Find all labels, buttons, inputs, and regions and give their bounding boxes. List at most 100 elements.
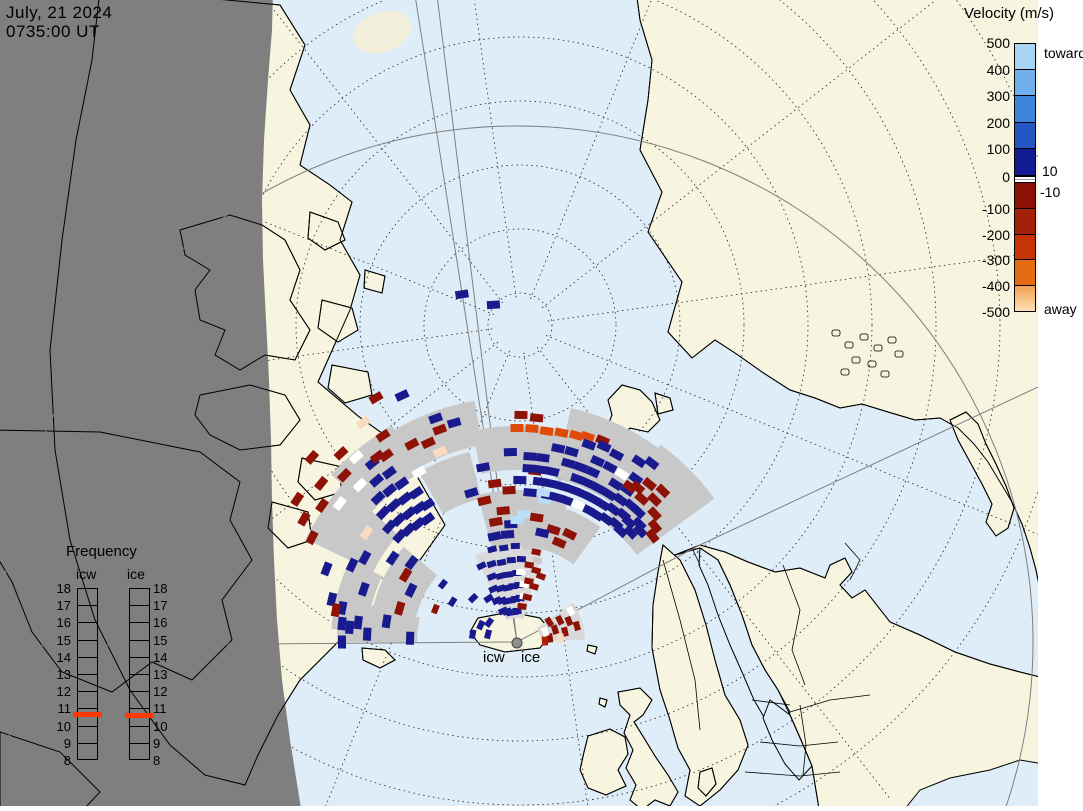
velocity-cell xyxy=(352,477,368,493)
velocity-cell xyxy=(551,536,567,549)
velocity-cell xyxy=(337,616,347,631)
landmass xyxy=(361,647,396,669)
small-island xyxy=(840,368,850,376)
colorbar-box-away xyxy=(1014,286,1036,312)
velocity-cell xyxy=(464,487,479,499)
velocity-cell xyxy=(565,605,576,617)
colorbar-threshold-band xyxy=(1014,175,1036,183)
velocity-cell xyxy=(386,497,402,513)
velocity-cell xyxy=(557,469,573,481)
frequency-bar-cell xyxy=(78,641,97,658)
velocity-cell xyxy=(357,581,370,597)
velocity-cell xyxy=(554,427,569,438)
velocity-cell xyxy=(353,615,363,630)
frequency-scale-label-right: 13 xyxy=(153,667,168,682)
velocity-cell xyxy=(503,570,514,579)
velocity-cell xyxy=(562,527,578,541)
velocity-cell xyxy=(591,481,607,495)
velocity-cell xyxy=(532,476,547,487)
velocity-cell xyxy=(534,464,549,475)
map-viewport: July, 21 2024 0735:00 UT Frequency icw i… xyxy=(0,0,1038,806)
velocity-cell xyxy=(359,525,374,541)
small-island xyxy=(894,350,904,358)
velocity-cell xyxy=(510,542,520,550)
latitude-circle xyxy=(103,0,937,742)
velocity-cell xyxy=(623,524,639,540)
velocity-cell xyxy=(529,512,544,523)
velocity-cell xyxy=(332,495,347,512)
velocity-cell xyxy=(523,577,534,585)
velocity-cell xyxy=(550,443,566,454)
velocity-cell xyxy=(522,463,536,473)
frequency-bar-cell xyxy=(130,623,149,641)
velocity-cell xyxy=(488,516,503,527)
coastline xyxy=(586,644,598,655)
velocity-cell xyxy=(290,491,305,507)
country-border xyxy=(789,694,871,713)
pale-island-layer xyxy=(352,10,412,54)
velocity-cell xyxy=(297,511,311,527)
frequency-bar-cell xyxy=(78,727,97,744)
colorbar-box-away xyxy=(1014,234,1036,261)
velocity-cell xyxy=(345,557,359,573)
velocity-cell xyxy=(531,548,542,556)
velocity-cell xyxy=(532,556,543,565)
frequency-scale-label-left: 15 xyxy=(56,632,71,648)
frequency-bar-cell xyxy=(78,623,97,641)
velocity-cell xyxy=(326,592,338,607)
frequency-column-label-icw: icw xyxy=(76,566,97,582)
velocity-cell xyxy=(539,426,554,436)
velocity-cell xyxy=(644,455,660,471)
velocity-cell xyxy=(378,448,394,463)
sea-inlet xyxy=(906,759,1038,806)
velocity-cell xyxy=(633,523,648,539)
frequency-bar-cell xyxy=(130,727,149,744)
velocity-cell xyxy=(381,614,392,629)
velocity-cell xyxy=(398,567,413,583)
velocity-cell xyxy=(447,596,458,608)
velocity-cell xyxy=(486,300,501,310)
radar-site-marker xyxy=(511,637,523,649)
frequency-scale-label-left: 16 xyxy=(56,615,71,631)
velocity-cell xyxy=(614,467,630,481)
coastline xyxy=(194,384,301,451)
meridian-line xyxy=(541,0,937,309)
velocity-cell xyxy=(408,485,424,500)
frequency-bar-cell xyxy=(78,589,97,607)
colorbar-tick-label: -500 xyxy=(981,304,1010,320)
velocity-cell xyxy=(381,465,398,480)
velocity-cell xyxy=(631,454,647,469)
latitude-circle xyxy=(487,292,553,358)
no-data-sector xyxy=(419,451,482,514)
velocity-cell xyxy=(486,559,497,569)
velocity-cell xyxy=(512,608,522,614)
velocity-cell xyxy=(397,491,413,506)
velocity-cell xyxy=(420,436,436,450)
velocity-cell xyxy=(496,506,511,516)
velocity-cell xyxy=(544,616,555,628)
velocity-cell xyxy=(487,478,502,489)
velocity-cell xyxy=(564,446,579,458)
meridian-line xyxy=(547,251,1038,322)
velocity-cell xyxy=(564,615,574,627)
frequency-scale-label-right: 18 xyxy=(153,581,168,596)
polar-map xyxy=(0,0,1038,806)
site-label-icw: icw xyxy=(483,649,505,666)
country-border xyxy=(751,699,791,706)
velocity-cell xyxy=(585,465,601,479)
small-island xyxy=(880,370,890,378)
velocity-cell xyxy=(338,635,346,649)
latitude-circle xyxy=(295,100,745,550)
frequency-scale-label-left: 10 xyxy=(56,718,71,734)
velocity-cell xyxy=(313,475,329,491)
frequency-bar-ice xyxy=(129,588,150,760)
no-data-sector xyxy=(305,484,399,572)
coastline xyxy=(949,411,1015,537)
frequency-scale-label-right: 8 xyxy=(153,753,161,768)
colorbar-box-away xyxy=(1014,260,1036,287)
colorbar-tick-label: 500 xyxy=(986,35,1010,51)
frequency-scale-label-right: 16 xyxy=(153,615,168,631)
velocity-cell xyxy=(496,558,507,567)
velocity-cell xyxy=(581,438,597,451)
small-island xyxy=(859,333,869,341)
